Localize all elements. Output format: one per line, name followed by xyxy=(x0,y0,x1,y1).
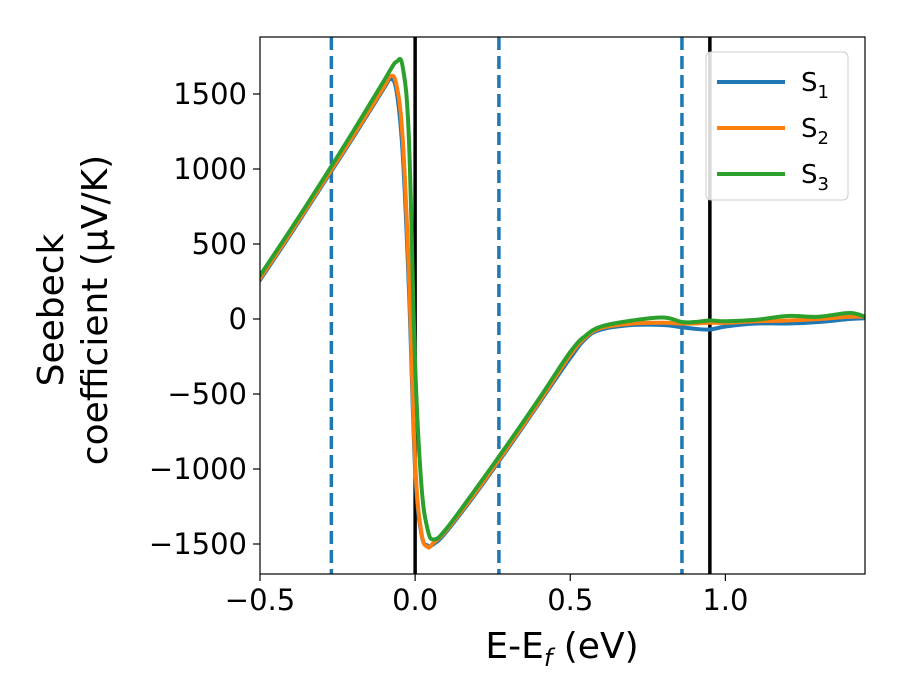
legend-label-S3: S3 xyxy=(801,160,829,195)
x-axis-title-unit: (eV) xyxy=(552,626,638,667)
y-axis: −1500 −1000 −500 0 500 1000 1500 xyxy=(149,77,260,561)
y-tick-label: −500 xyxy=(167,377,247,411)
legend: S1 S2 S3 xyxy=(705,51,849,201)
y-tick-label: 500 xyxy=(192,227,247,261)
x-tick-label: 0.5 xyxy=(547,583,593,617)
vertical-reference-lines xyxy=(329,37,712,574)
y-tick-label: −1000 xyxy=(149,452,247,486)
x-tick-label: 1.0 xyxy=(702,583,748,617)
x-axis-title: E-Ef (eV) xyxy=(485,626,638,672)
legend-label-S1: S1 xyxy=(801,68,829,103)
series-line-S3 xyxy=(260,56,865,542)
y-tick-label: 1000 xyxy=(173,152,247,186)
legend-label-S2: S2 xyxy=(801,114,829,149)
series-lines xyxy=(260,56,865,550)
x-axis-title-main: E-E xyxy=(485,626,543,667)
x-tick-label: −0.5 xyxy=(225,583,295,617)
plot-area xyxy=(259,36,866,575)
y-tick-label: 0 xyxy=(229,302,247,336)
y-axis-title-line1: Seebeck xyxy=(31,233,72,386)
y-axis-title-line2: coefficient (μV/K) xyxy=(75,155,116,465)
y-tick-label: 1500 xyxy=(173,77,247,111)
y-tick-label: −1500 xyxy=(149,527,247,561)
plot-frame xyxy=(259,36,866,575)
x-tick-label: 0.0 xyxy=(392,583,438,617)
y-axis-title: Seebeck coefficient (μV/K) xyxy=(31,155,116,465)
x-axis: −0.5 0.0 0.5 1.0 xyxy=(225,574,748,617)
